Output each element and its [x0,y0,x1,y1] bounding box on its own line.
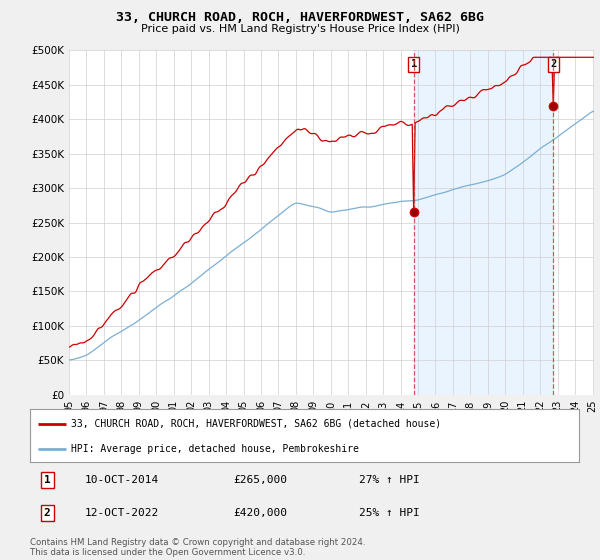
Bar [413,50,553,395]
Text: Price paid vs. HM Land Registry's House Price Index (HPI): Price paid vs. HM Land Registry's House … [140,24,460,34]
Text: 33, CHURCH ROAD, ROCH, HAVERFORDWEST, SA62 6BG: 33, CHURCH ROAD, ROCH, HAVERFORDWEST, SA… [116,11,484,24]
Text: 2: 2 [550,59,556,69]
Text: 10-OCT-2014: 10-OCT-2014 [85,475,159,484]
Text: £265,000: £265,000 [233,475,287,484]
Text: HPI: Average price, detached house, Pembrokeshire: HPI: Average price, detached house, Pemb… [71,444,359,454]
Text: 1: 1 [410,59,417,69]
Text: 33, CHURCH ROAD, ROCH, HAVERFORDWEST, SA62 6BG (detached house): 33, CHURCH ROAD, ROCH, HAVERFORDWEST, SA… [71,419,442,429]
Text: 1: 1 [44,475,50,484]
Text: 27% ↑ HPI: 27% ↑ HPI [359,475,420,484]
Text: £420,000: £420,000 [233,508,287,518]
Text: 12-OCT-2022: 12-OCT-2022 [85,508,159,518]
Text: Contains HM Land Registry data © Crown copyright and database right 2024.
This d: Contains HM Land Registry data © Crown c… [30,538,365,557]
Text: 25% ↑ HPI: 25% ↑ HPI [359,508,420,518]
Text: 2: 2 [44,508,50,518]
